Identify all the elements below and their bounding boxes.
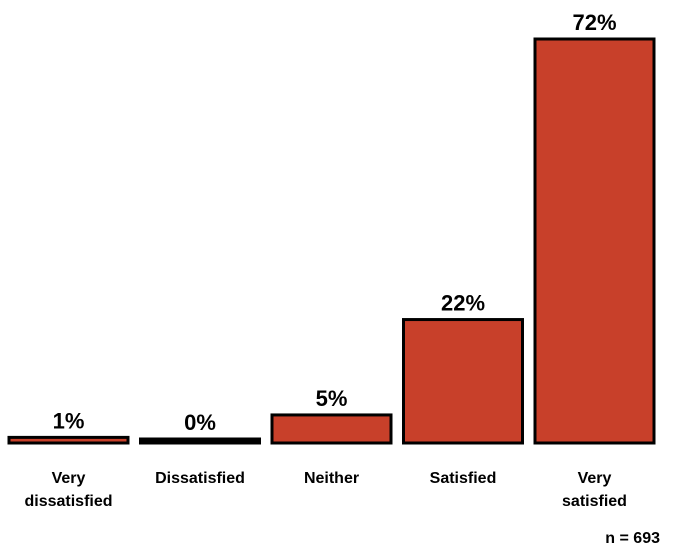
category-label-4-line-1: satisfied	[562, 493, 627, 510]
bars-layer	[7, 37, 656, 445]
category-label-0-line-1: dissatisfied	[24, 493, 112, 510]
bar-value-label-0: 1%	[53, 408, 85, 433]
bar-value-label-4: 72%	[572, 10, 616, 35]
bar-2	[270, 413, 393, 445]
bar-value-label-3: 22%	[441, 291, 485, 316]
category-label-2: Neither	[304, 470, 359, 487]
category-label-1: Dissatisfied	[155, 470, 245, 487]
sample-size-note: n = 693	[605, 530, 660, 547]
bar-4	[533, 37, 656, 445]
bar-value-label-2: 5%	[316, 386, 348, 411]
value-labels-layer: 1% 0% 5% 22% 72%	[53, 10, 617, 435]
category-labels-layer: Very dissatisfied Dissatisfied Neither Satis…	[24, 470, 626, 510]
category-label-4-line-0: Very	[578, 470, 612, 487]
bar-value-label-1: 0%	[184, 410, 216, 435]
bar-0	[7, 435, 130, 445]
category-label-0-line-0: Very	[52, 470, 86, 487]
category-label-3: Satisfied	[430, 470, 497, 487]
bar-1	[139, 437, 261, 445]
bar-3	[402, 318, 524, 445]
